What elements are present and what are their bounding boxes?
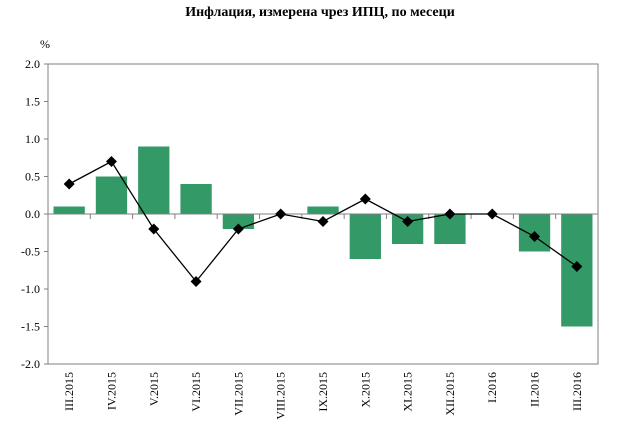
y-tick-label: -1.0 <box>21 282 40 296</box>
line-point-marker <box>275 208 287 220</box>
y-tick-label: -0.5 <box>21 245 40 259</box>
bar <box>95 176 128 214</box>
line-point-marker <box>63 178 75 190</box>
bar <box>222 214 255 229</box>
x-tick-label: IV.2015 <box>104 372 118 410</box>
x-tick-label: III.2016 <box>570 372 584 411</box>
line-point-marker <box>571 261 583 272</box>
x-tick-label: VII.2015 <box>231 372 245 416</box>
y-tick-label: 0.5 <box>25 170 40 184</box>
line-point-marker <box>486 208 498 220</box>
x-tick-label: VIII.2015 <box>274 372 288 420</box>
x-tick-label: VI.2015 <box>189 372 203 412</box>
x-tick-label: I.2016 <box>485 372 499 403</box>
y-tick-label: 1.0 <box>25 132 40 146</box>
line-point-marker <box>190 276 202 287</box>
line-point-marker <box>444 208 456 220</box>
y-tick-label: -2.0 <box>21 357 40 371</box>
y-axis: 2.0 1.5 1.0 0.5 0.0 -0.5 -1.0 -1.5 -2.0 <box>21 57 48 371</box>
line-point-marker <box>402 216 414 227</box>
line-point-marker <box>317 216 329 227</box>
y-tick-label: -1.5 <box>21 320 40 334</box>
x-tick-label: V.2015 <box>147 372 161 406</box>
line-point-marker <box>105 156 117 167</box>
line-point-marker <box>359 193 371 205</box>
bar <box>138 146 170 214</box>
bar <box>349 214 381 259</box>
x-tick-label: IX.2015 <box>316 372 330 412</box>
x-tick-label: III.2015 <box>62 372 76 411</box>
line-point-marker <box>148 223 160 235</box>
x-tick-label: XII.2015 <box>443 372 457 416</box>
chart-title: Инфлация, измерена чрез ИПЦ, по месеци <box>185 5 455 20</box>
x-axis: III.2015 IV.2015 V.2015 VI.2015 VII.2015 VIII… <box>47 214 599 420</box>
bar <box>307 206 339 214</box>
y-tick-label: 2.0 <box>25 57 40 71</box>
bar <box>53 206 85 214</box>
x-tick-label: II.2016 <box>528 372 542 407</box>
line-point-marker <box>232 223 244 235</box>
y-tick-label: 0.0 <box>25 207 40 221</box>
bar <box>180 184 212 214</box>
x-tick-label: XI.2015 <box>401 372 415 412</box>
line-series <box>63 156 583 287</box>
line-point-marker <box>529 231 541 242</box>
y-axis-unit-label: % <box>40 37 50 51</box>
y-tick-label: 1.5 <box>25 95 40 109</box>
x-tick-label: X.2015 <box>358 372 372 408</box>
bar-series <box>53 146 593 327</box>
